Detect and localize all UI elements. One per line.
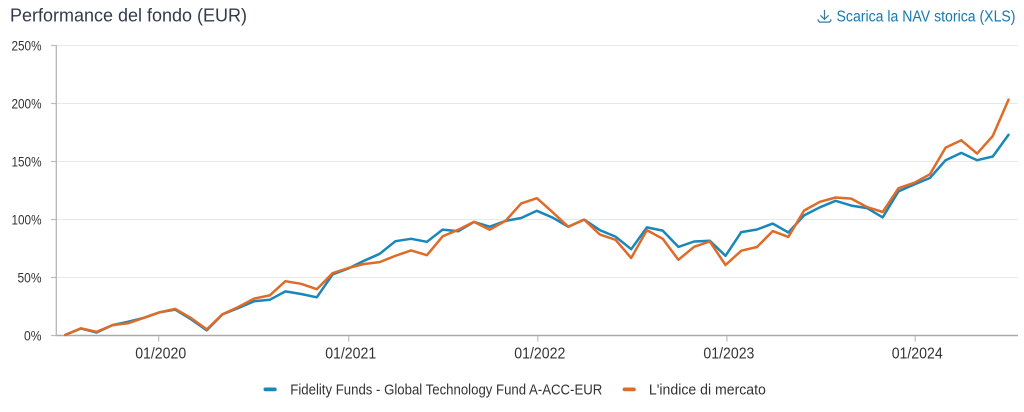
svg-text:200%: 200% — [12, 95, 42, 111]
svg-text:0%: 0% — [24, 327, 42, 343]
svg-text:01/2020: 01/2020 — [135, 346, 186, 363]
svg-text:Scarica la NAV storica (XLS): Scarica la NAV storica (XLS) — [837, 9, 1016, 26]
svg-text:01/2024: 01/2024 — [892, 346, 943, 363]
svg-text:Performance del fondo (EUR): Performance del fondo (EUR) — [10, 4, 247, 25]
svg-text:150%: 150% — [12, 153, 42, 169]
svg-text:50%: 50% — [18, 269, 42, 285]
svg-text:250%: 250% — [12, 37, 42, 53]
svg-text:01/2021: 01/2021 — [325, 346, 376, 363]
svg-text:100%: 100% — [12, 211, 42, 227]
svg-text:01/2023: 01/2023 — [703, 346, 754, 363]
svg-text:L'indice di mercato: L'indice di mercato — [649, 382, 766, 399]
svg-text:01/2022: 01/2022 — [514, 346, 565, 363]
svg-text:Fidelity Funds - Global Techno: Fidelity Funds - Global Technology Fund … — [290, 382, 602, 399]
